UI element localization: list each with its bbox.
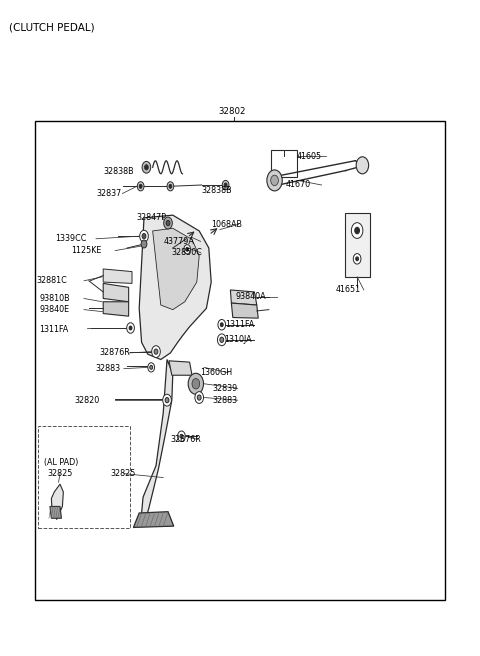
- Text: 41670: 41670: [286, 180, 311, 190]
- Text: 93840A: 93840A: [235, 292, 266, 301]
- Circle shape: [353, 254, 361, 264]
- Text: 32802: 32802: [218, 107, 246, 116]
- Polygon shape: [50, 506, 61, 518]
- Circle shape: [129, 326, 132, 330]
- Text: 32838B: 32838B: [202, 186, 232, 195]
- Text: 32876R: 32876R: [170, 435, 201, 444]
- Circle shape: [164, 217, 172, 229]
- Circle shape: [197, 395, 201, 400]
- Circle shape: [148, 363, 155, 372]
- Text: 32838B: 32838B: [103, 167, 134, 176]
- Circle shape: [195, 392, 204, 403]
- Text: 32850C: 32850C: [172, 248, 203, 257]
- Circle shape: [167, 182, 174, 191]
- Circle shape: [267, 170, 282, 191]
- Polygon shape: [103, 283, 129, 302]
- Circle shape: [222, 180, 229, 190]
- Circle shape: [356, 157, 369, 174]
- Text: 41605: 41605: [297, 152, 322, 161]
- Circle shape: [165, 398, 169, 403]
- Circle shape: [178, 431, 185, 441]
- Text: 32820: 32820: [74, 396, 100, 405]
- Text: 32839: 32839: [212, 384, 238, 393]
- Circle shape: [152, 346, 160, 358]
- Circle shape: [351, 222, 363, 238]
- Text: 1360GH: 1360GH: [201, 368, 233, 377]
- Text: 41651: 41651: [336, 285, 361, 295]
- Text: 1311FA: 1311FA: [226, 320, 255, 329]
- Circle shape: [271, 175, 278, 186]
- Text: 32881C: 32881C: [36, 276, 67, 285]
- Circle shape: [192, 379, 200, 389]
- Polygon shape: [133, 512, 174, 527]
- Circle shape: [142, 161, 151, 173]
- Text: (CLUTCH PEDAL): (CLUTCH PEDAL): [9, 23, 94, 33]
- Circle shape: [186, 247, 189, 251]
- Circle shape: [355, 227, 360, 234]
- Circle shape: [220, 337, 224, 342]
- Text: 1339CC: 1339CC: [55, 234, 86, 243]
- Polygon shape: [51, 484, 63, 520]
- Circle shape: [163, 394, 171, 406]
- Circle shape: [169, 184, 172, 188]
- Circle shape: [154, 349, 158, 354]
- Text: 43779A: 43779A: [163, 237, 194, 246]
- Polygon shape: [103, 269, 132, 283]
- Text: 32847P: 32847P: [137, 213, 167, 222]
- Polygon shape: [169, 361, 192, 375]
- Bar: [271, 150, 297, 177]
- Circle shape: [141, 240, 147, 248]
- Circle shape: [140, 230, 148, 242]
- Circle shape: [166, 220, 170, 226]
- Text: 32825: 32825: [47, 469, 72, 478]
- Circle shape: [188, 373, 204, 394]
- Circle shape: [217, 334, 226, 346]
- Text: 1125KE: 1125KE: [71, 246, 101, 255]
- Circle shape: [139, 184, 142, 188]
- Text: 32883: 32883: [212, 396, 237, 405]
- Text: 32837: 32837: [96, 189, 121, 198]
- Text: 1311FA: 1311FA: [39, 325, 69, 334]
- Circle shape: [218, 319, 226, 330]
- Text: (AL PAD): (AL PAD): [44, 458, 79, 467]
- Circle shape: [224, 183, 227, 187]
- Polygon shape: [142, 359, 173, 525]
- Polygon shape: [153, 228, 199, 310]
- Circle shape: [180, 434, 183, 438]
- Circle shape: [184, 245, 191, 254]
- Polygon shape: [230, 290, 257, 305]
- Text: 93840E: 93840E: [39, 305, 70, 314]
- Text: 32825: 32825: [110, 469, 136, 478]
- Circle shape: [150, 365, 153, 369]
- Text: 32883: 32883: [95, 364, 120, 373]
- Text: 32876R: 32876R: [100, 348, 131, 358]
- Bar: [35, 121, 445, 600]
- Circle shape: [356, 257, 359, 261]
- Circle shape: [127, 323, 134, 333]
- Polygon shape: [139, 215, 211, 359]
- Text: 1068AB: 1068AB: [211, 220, 242, 229]
- Text: 1310JA: 1310JA: [225, 335, 252, 344]
- Circle shape: [142, 234, 146, 239]
- Bar: [345, 213, 370, 277]
- Circle shape: [220, 323, 223, 327]
- Bar: [38, 426, 130, 528]
- Circle shape: [137, 182, 144, 191]
- Text: 93810B: 93810B: [39, 294, 70, 303]
- Circle shape: [144, 165, 148, 170]
- Polygon shape: [103, 302, 129, 316]
- Polygon shape: [231, 303, 258, 318]
